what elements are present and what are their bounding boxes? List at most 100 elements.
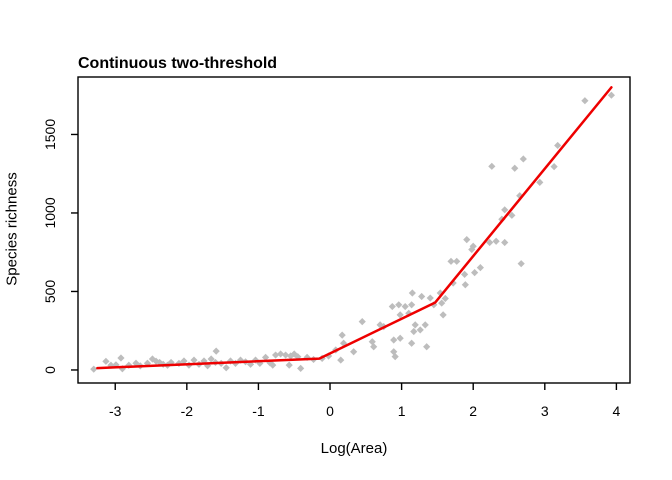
scatter-point: [416, 326, 424, 334]
scatter-point: [256, 359, 264, 367]
scatter-point: [277, 350, 285, 358]
scatter-point: [517, 260, 525, 268]
scatter-point: [461, 281, 469, 289]
x-axis-label: Log(Area): [320, 440, 388, 457]
scatter-point: [461, 270, 469, 278]
scatter-point: [516, 192, 524, 200]
scatter-point: [508, 211, 516, 219]
scatter-point: [324, 352, 333, 360]
scatter-point: [468, 245, 476, 254]
scatter-point: [207, 355, 215, 363]
scatter-point: [272, 351, 280, 359]
scatter-point: [251, 356, 260, 364]
scatter-point: [395, 301, 403, 309]
scatter-point: [190, 356, 198, 364]
y-tick-label: 1500: [42, 119, 58, 150]
scatter-point: [411, 321, 419, 329]
scatter-point: [408, 339, 416, 347]
scatter-point: [90, 365, 98, 373]
scatter-point: [156, 358, 164, 367]
scatter-point: [368, 338, 376, 346]
scatter-point: [471, 269, 479, 277]
scatter-point: [212, 347, 220, 355]
scatter-point: [476, 264, 484, 272]
scatter-point: [410, 327, 418, 336]
scatter-point: [511, 164, 519, 172]
scatter-point: [261, 353, 270, 362]
scatter-point: [358, 318, 366, 326]
scatter-point: [200, 357, 208, 365]
scatter-point: [303, 353, 311, 362]
y-tick-label: 500: [42, 280, 58, 304]
scatter-point: [350, 348, 358, 356]
scatter-point: [337, 356, 345, 364]
scatter-point: [391, 353, 399, 361]
scatter-point: [282, 351, 290, 359]
y-tick-label: 1000: [42, 197, 58, 228]
x-tick-label: 4: [612, 403, 620, 419]
scatter-point: [401, 302, 409, 311]
scatter-point: [492, 237, 500, 245]
scatter-point: [550, 163, 558, 171]
chart-title: Continuous two-threshold: [78, 55, 278, 72]
x-tick-label: 2: [469, 403, 477, 419]
x-tick-label: 1: [398, 403, 406, 419]
scatter-point: [581, 97, 589, 105]
scatter-point: [117, 354, 125, 362]
scatter-point: [488, 162, 496, 170]
y-tick-label: 0: [42, 366, 58, 374]
scatter-point: [396, 311, 404, 319]
scatter-point: [408, 301, 416, 309]
scatter-point: [388, 302, 396, 311]
x-tick-label: 3: [541, 403, 549, 419]
scatter-point: [418, 292, 426, 301]
scatter-point: [287, 352, 295, 360]
x-tick-label: -1: [252, 403, 265, 419]
scatter-point: [107, 361, 115, 369]
scatter-point: [447, 257, 455, 265]
scatter-point: [167, 358, 175, 367]
scatter-point: [340, 339, 348, 347]
scatter-point: [338, 331, 346, 339]
scatter-point: [439, 311, 447, 319]
scatter-point: [501, 238, 509, 247]
scatter-point: [607, 91, 615, 99]
scatter-point: [421, 321, 429, 329]
scatter-point: [453, 257, 461, 265]
x-tick-label: -2: [181, 403, 194, 419]
scatter-point: [102, 357, 110, 365]
scatter-point: [436, 289, 444, 297]
scatter-point: [222, 364, 230, 372]
scatter-point: [469, 242, 477, 250]
scatter-point: [396, 334, 404, 342]
scatter-point: [390, 336, 398, 344]
scatter-point: [554, 141, 562, 150]
scatter-point: [370, 343, 378, 351]
fit-line: [96, 86, 613, 370]
scatter-point: [438, 299, 446, 307]
scatter-point: [226, 357, 235, 365]
scatter-point: [441, 294, 449, 303]
scatter-point: [408, 289, 416, 297]
scatter-point: [269, 361, 277, 369]
scatter-point: [376, 321, 384, 329]
scatter-point: [463, 236, 471, 244]
scatter-point: [297, 364, 305, 372]
x-tick-label: -3: [109, 403, 122, 419]
scatter-point: [536, 178, 544, 186]
scatter-point: [180, 357, 188, 365]
plot-border: [77, 76, 631, 384]
scatter-point: [501, 206, 509, 214]
scatter-point: [426, 294, 434, 302]
scatter-point: [112, 361, 120, 369]
scatter-point: [486, 238, 494, 247]
scatter-point: [118, 365, 126, 373]
scatter-point: [519, 155, 527, 163]
scatter-point: [236, 356, 245, 364]
scatter-point: [203, 362, 212, 370]
x-tick-label: 0: [326, 403, 334, 419]
scatter-point: [285, 361, 293, 369]
scatter-point: [423, 343, 431, 351]
